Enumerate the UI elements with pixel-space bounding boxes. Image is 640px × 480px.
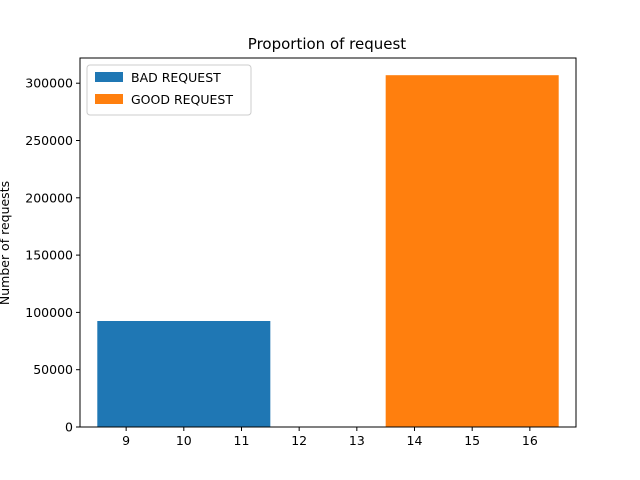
legend-label: BAD REQUEST (131, 70, 221, 85)
y-tick-label: 0 (65, 420, 73, 435)
legend-swatch (95, 94, 123, 104)
y-tick-label: 150000 (25, 248, 73, 263)
x-tick-label: 10 (176, 433, 192, 448)
y-tick-label: 200000 (25, 190, 73, 205)
bar-bad-request (97, 320, 271, 427)
x-tick-label: 13 (349, 433, 365, 448)
ticks-group: 9 10 11 12 13 14 15 16 0 50000 100000 150000 200000 2… (25, 76, 538, 448)
chart-title: Proportion of request (248, 35, 407, 53)
x-tick-label: 15 (464, 433, 480, 448)
x-tick-label: 16 (522, 433, 538, 448)
y-tick-label: 300000 (25, 76, 73, 91)
legend-label: GOOD REQUEST (131, 92, 233, 107)
y-axis-label: Number of requests (0, 181, 12, 305)
bar-good-request (385, 75, 559, 427)
legend-swatch (95, 72, 123, 82)
x-tick-label: 12 (291, 433, 307, 448)
bars-group (97, 75, 559, 427)
x-tick-label: 14 (407, 433, 423, 448)
y-tick-label: 250000 (25, 133, 73, 148)
plot-frame (79, 57, 577, 428)
legend: BAD REQUEST GOOD REQUEST (86, 64, 252, 116)
y-tick-label: 100000 (25, 305, 73, 320)
y-tick-label: 50000 (33, 362, 73, 377)
x-tick-label: 9 (122, 433, 130, 448)
legend-box (86, 64, 252, 116)
x-tick-label: 11 (234, 433, 250, 448)
